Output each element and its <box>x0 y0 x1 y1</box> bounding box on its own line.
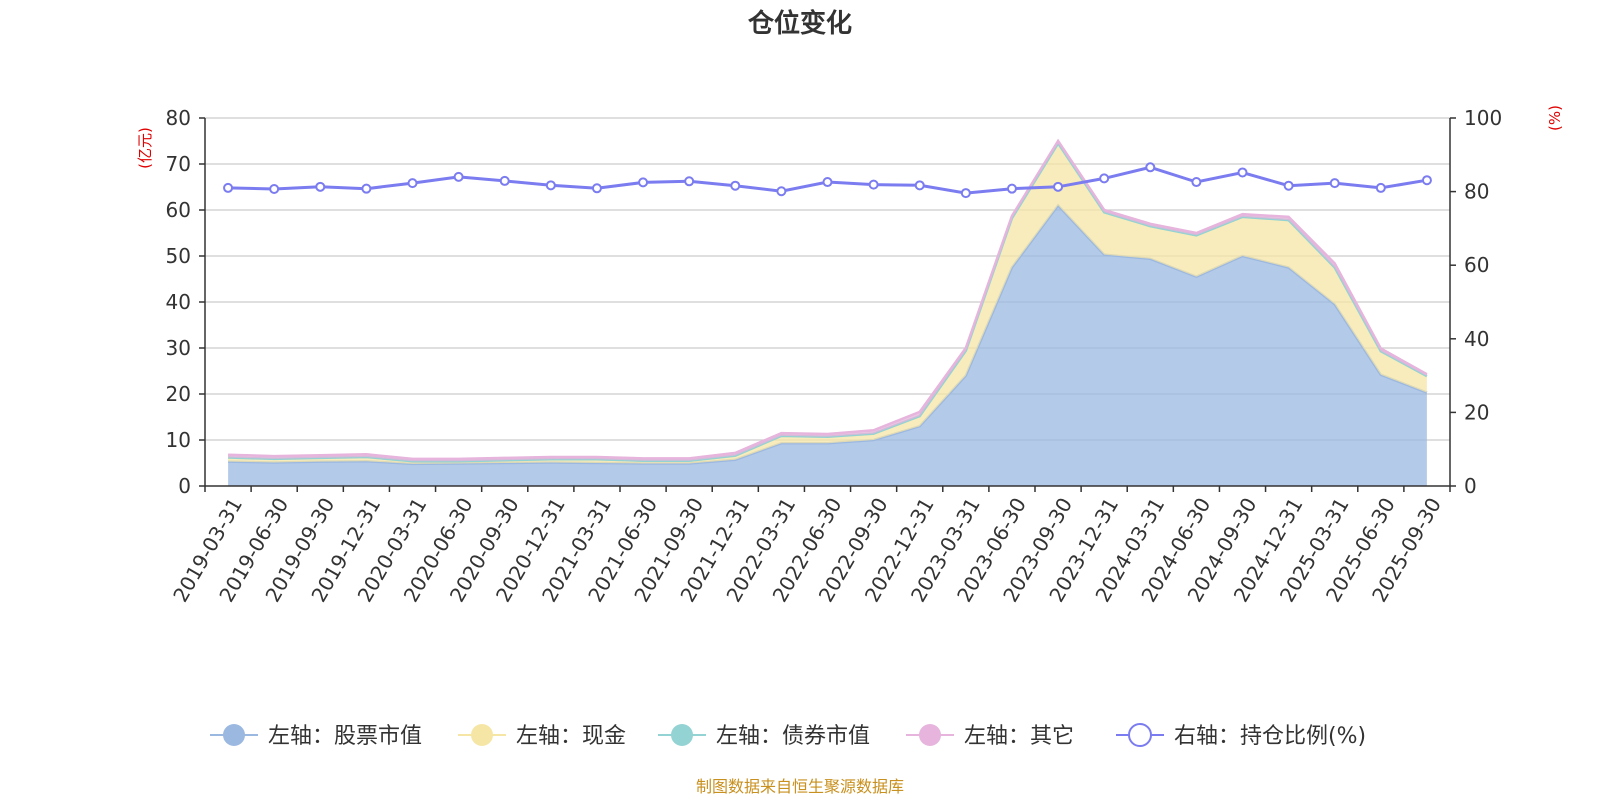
left-tick-label: 20 <box>166 382 191 406</box>
legend-label: 右轴：持仓比例(%) <box>1174 724 1366 749</box>
ratio-point <box>1283 180 1294 191</box>
legend-marker <box>671 724 693 746</box>
legend-item[interactable]: 左轴：现金 <box>458 724 626 749</box>
left-tick-label: 80 <box>166 106 191 130</box>
ratio-point <box>545 180 556 191</box>
ratio-point <box>822 177 833 188</box>
left-tick-label: 70 <box>166 152 191 176</box>
ratio-line <box>223 162 1432 199</box>
ratio-point <box>1053 181 1064 192</box>
ratio-point <box>868 179 879 190</box>
ratio-point <box>591 183 602 194</box>
ratio-point <box>499 175 510 186</box>
legend-marker <box>471 724 493 746</box>
ratio-point <box>269 184 280 195</box>
legend-marker <box>223 724 245 746</box>
legend-marker <box>1128 723 1152 747</box>
area-左轴：现金 <box>228 143 1427 464</box>
legend-item[interactable]: 右轴：持仓比例(%) <box>1116 723 1366 749</box>
right-tick-label: 100 <box>1464 106 1502 130</box>
right-axis-unit: (%) <box>1546 105 1564 131</box>
ratio-point <box>1375 182 1386 193</box>
right-tick-label: 80 <box>1464 180 1489 204</box>
left-tick-label: 40 <box>166 290 191 314</box>
ratio-point <box>730 180 741 191</box>
ratio-point <box>361 183 372 194</box>
area-左轴：股票市值 <box>228 205 1427 486</box>
legend-item[interactable]: 左轴：股票市值 <box>210 724 422 749</box>
stacked-areas <box>228 138 1428 486</box>
legend-item[interactable]: 左轴：债券市值 <box>658 724 870 749</box>
right-tick-label: 20 <box>1464 400 1489 424</box>
ratio-point <box>1421 175 1432 186</box>
legend-label: 左轴：债券市值 <box>716 724 870 749</box>
left-axis-unit: (亿元) <box>136 127 154 169</box>
ratio-point <box>1099 173 1110 184</box>
left-tick-label: 60 <box>166 198 191 222</box>
ratio-point <box>453 171 464 182</box>
ratio-point <box>223 182 234 193</box>
right-tick-label: 0 <box>1464 474 1477 498</box>
chart-title: 仓位变化 <box>747 8 852 39</box>
ratio-point <box>407 178 418 189</box>
ratio-point <box>776 186 787 197</box>
ratio-point <box>684 176 695 187</box>
ratio-point <box>1145 162 1156 173</box>
right-tick-label: 60 <box>1464 253 1489 277</box>
legend-label: 左轴：股票市值 <box>268 724 422 749</box>
left-tick-label: 10 <box>166 428 191 452</box>
ratio-point <box>638 177 649 188</box>
ratio-point <box>315 181 326 192</box>
source-note: 制图数据来自恒生聚源数据库 <box>696 777 904 796</box>
ratio-point <box>914 180 925 191</box>
ratio-point <box>1329 178 1340 189</box>
legend-item[interactable]: 左轴：其它 <box>906 724 1074 749</box>
legend-label: 左轴：现金 <box>516 724 626 749</box>
left-tick-label: 0 <box>178 474 191 498</box>
legend-label: 左轴：其它 <box>964 724 1074 749</box>
left-tick-label: 30 <box>166 336 191 360</box>
right-tick-label: 40 <box>1464 327 1489 351</box>
legend[interactable]: 左轴：股票市值 左轴：现金 左轴：债券市值 左轴：其它 右轴：持仓比例(%) <box>210 723 1366 749</box>
ratio-point <box>1006 183 1017 194</box>
ratio-point <box>1191 177 1202 188</box>
ratio-point <box>960 188 971 199</box>
line-左轴：其它 <box>228 138 1428 461</box>
ratio-point <box>1237 167 1248 178</box>
left-tick-label: 50 <box>166 244 191 268</box>
grid-lines <box>205 117 1450 441</box>
legend-marker <box>919 724 941 746</box>
